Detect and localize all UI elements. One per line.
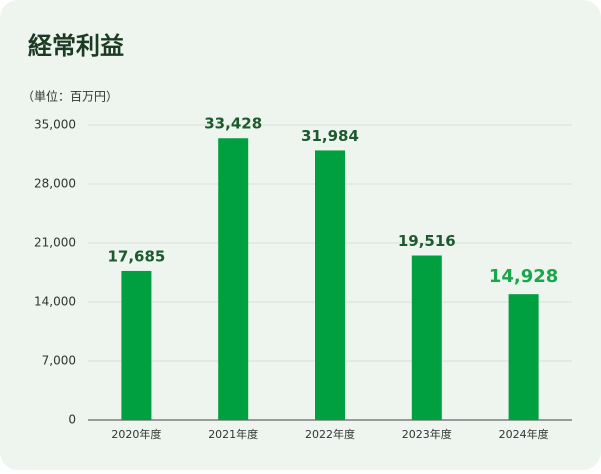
x-tick-label: 2022年度 bbox=[305, 427, 355, 441]
y-tick-label: 35,000 bbox=[34, 118, 76, 132]
value-label: 31,984 bbox=[301, 127, 359, 145]
y-tick-label: 14,000 bbox=[34, 295, 76, 309]
value-label: 14,928 bbox=[489, 266, 558, 287]
x-tick-label: 2023年度 bbox=[402, 427, 452, 441]
bar bbox=[218, 138, 249, 421]
bar bbox=[411, 255, 442, 420]
x-tick-label: 2021年度 bbox=[208, 427, 258, 441]
value-label: 17,685 bbox=[107, 247, 165, 265]
x-tick-label: 2024年度 bbox=[499, 427, 549, 441]
bar bbox=[121, 270, 152, 420]
x-tick-label: 2020年度 bbox=[111, 427, 161, 441]
y-tick-label: 7,000 bbox=[42, 354, 76, 368]
value-label: 19,516 bbox=[398, 232, 456, 250]
value-label: 33,428 bbox=[204, 115, 262, 133]
chart-title: 経常利益 bbox=[28, 32, 124, 60]
chart-subtitle: （単位：百万円） bbox=[22, 89, 118, 104]
y-tick-label: 0 bbox=[68, 413, 76, 427]
y-tick-label: 28,000 bbox=[34, 177, 76, 191]
y-tick-label: 21,000 bbox=[34, 236, 76, 250]
bar bbox=[315, 150, 345, 420]
bar bbox=[508, 294, 539, 420]
